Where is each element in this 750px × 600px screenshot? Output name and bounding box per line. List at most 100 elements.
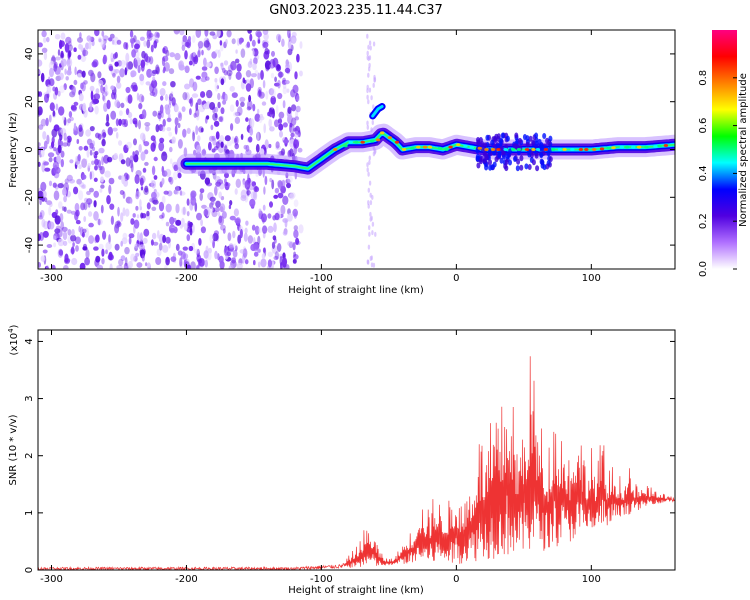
noise-speckle — [187, 220, 191, 227]
noise-speckle — [188, 245, 194, 252]
noise-speckle — [77, 73, 82, 78]
trace-hotspot — [562, 148, 567, 151]
noise-speckle — [128, 233, 135, 239]
noise-speckle — [48, 78, 55, 87]
noise-speckle — [157, 112, 162, 120]
noise-speckle — [209, 207, 214, 213]
trace-blob — [542, 164, 547, 171]
noise-speckle — [257, 72, 261, 80]
noise-speckle — [158, 124, 164, 132]
noise-speckle — [245, 83, 252, 92]
noise-speckle — [106, 195, 111, 205]
noise-speckle — [82, 47, 86, 57]
noise-speckle — [100, 204, 104, 214]
noise-speckle — [226, 140, 232, 147]
noise-speckle — [245, 70, 252, 78]
trace-blob — [480, 145, 485, 152]
noise-speckle — [62, 142, 69, 147]
noise-speckle — [267, 213, 272, 219]
noise-speckle — [177, 250, 183, 256]
noise-speckle — [262, 225, 268, 234]
noise-speckle — [253, 251, 259, 257]
noise-speckle — [60, 32, 66, 40]
noise-speckle — [224, 172, 229, 179]
noise-speckle — [58, 106, 65, 116]
noise-speckle — [295, 92, 300, 102]
noise-speckle — [230, 123, 234, 131]
noise-speckle — [46, 84, 52, 94]
noise-speckle — [368, 40, 372, 46]
noise-speckle — [134, 150, 139, 157]
trace-blob — [531, 159, 536, 166]
noise-speckle — [294, 116, 300, 121]
noise-speckle — [179, 257, 183, 267]
noise-speckle — [217, 92, 221, 101]
trace-blob — [497, 152, 502, 159]
noise-speckle — [148, 56, 154, 65]
noise-speckle — [95, 255, 101, 263]
noise-speckle — [289, 122, 293, 128]
noise-speckle — [269, 177, 273, 183]
noise-speckle — [73, 79, 78, 86]
noise-speckle — [108, 37, 113, 42]
noise-speckle — [131, 49, 137, 58]
noise-speckle — [191, 93, 199, 98]
noise-speckle — [55, 103, 59, 111]
y-tick-label: -20 — [24, 189, 35, 205]
noise-speckle — [366, 162, 369, 168]
trace-blob — [476, 162, 481, 169]
noise-speckle — [196, 212, 202, 221]
noise-speckle — [234, 116, 241, 124]
colorbar-tick-label: 0.4 — [698, 165, 709, 181]
noise-speckle — [195, 264, 199, 269]
noise-speckle — [254, 225, 260, 235]
noise-speckle — [140, 62, 145, 72]
noise-speckle — [109, 203, 115, 210]
noise-speckle — [63, 132, 67, 141]
trace-blob — [499, 137, 504, 144]
noise-speckle — [235, 178, 241, 188]
noise-speckle — [208, 141, 212, 151]
noise-speckle — [197, 135, 201, 142]
noise-speckle — [181, 106, 186, 112]
noise-speckle — [200, 91, 206, 98]
noise-speckle — [150, 44, 154, 53]
noise-speckle — [204, 177, 211, 185]
trace-hotspot — [348, 140, 353, 144]
noise-speckle — [195, 30, 202, 38]
noise-speckle — [223, 60, 229, 66]
noise-speckle — [97, 218, 101, 226]
trace-hotspot — [619, 145, 624, 149]
noise-speckle — [124, 208, 130, 217]
noise-speckle — [296, 94, 300, 102]
noise-speckle — [120, 159, 126, 165]
noise-speckle — [125, 86, 131, 94]
noise-speckle — [73, 101, 79, 106]
noise-speckle — [218, 255, 224, 264]
noise-speckle — [151, 191, 157, 199]
noise-speckle — [369, 256, 372, 261]
colorbar-tick-label: 0.0 — [698, 261, 709, 277]
noise-speckle — [169, 158, 173, 165]
noise-speckle — [275, 104, 279, 115]
noise-speckle — [99, 165, 105, 175]
noise-speckle — [368, 160, 371, 165]
noise-speckle — [165, 203, 172, 213]
noise-speckle — [173, 189, 178, 195]
noise-speckle — [134, 121, 138, 128]
noise-speckle — [141, 95, 145, 103]
trace-hotspot — [448, 145, 453, 149]
noise-speckle — [54, 33, 61, 40]
noise-speckle — [229, 104, 235, 112]
noise-speckle — [38, 233, 42, 242]
noise-speckle — [237, 234, 242, 244]
noise-speckle — [71, 229, 75, 236]
trace-blob — [503, 163, 508, 170]
noise-speckle — [75, 155, 78, 166]
noise-speckle — [261, 101, 267, 106]
noise-speckle — [292, 84, 299, 94]
noise-speckle — [212, 239, 216, 249]
noise-speckle — [146, 68, 153, 78]
noise-speckle — [155, 257, 162, 265]
noise-speckle — [88, 235, 95, 244]
